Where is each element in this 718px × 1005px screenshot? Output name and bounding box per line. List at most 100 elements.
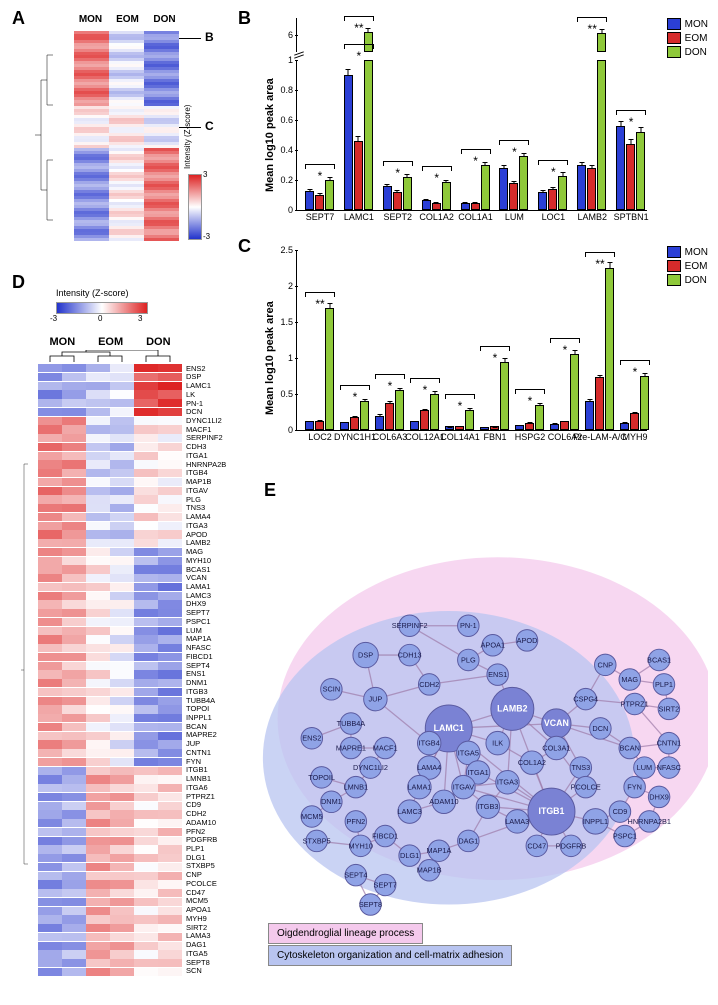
col-mon: MON	[73, 14, 108, 25]
svg-text:STXBP5: STXBP5	[303, 836, 331, 845]
svg-text:DNM1: DNM1	[321, 797, 342, 806]
swatch-mon	[667, 246, 681, 258]
svg-text:CSPG4: CSPG4	[573, 695, 598, 704]
svg-text:ADAM10: ADAM10	[429, 797, 458, 806]
svg-text:CDH2: CDH2	[419, 680, 439, 689]
col-eom-d: EOM	[98, 336, 123, 348]
svg-text:LUM: LUM	[637, 763, 652, 772]
legend-b: MON EOM DON	[667, 18, 708, 60]
svg-text:ITGA1: ITGA1	[468, 768, 489, 777]
panel-label-b: B	[238, 8, 251, 29]
legend-eom: EOM	[685, 33, 708, 44]
svg-text:CNP: CNP	[598, 660, 614, 669]
svg-text:COL1A2: COL1A2	[518, 758, 546, 767]
svg-text:BCAS1: BCAS1	[647, 655, 671, 664]
panel-d-max: 3	[138, 314, 142, 323]
svg-text:LAMC1: LAMC1	[434, 723, 464, 733]
svg-text:MCM5: MCM5	[301, 812, 323, 821]
svg-text:ITGB3: ITGB3	[477, 802, 498, 811]
svg-text:ILK: ILK	[492, 739, 503, 748]
svg-text:JUP: JUP	[368, 695, 382, 704]
svg-text:SEPT4: SEPT4	[344, 871, 367, 880]
svg-text:SCIN: SCIN	[323, 685, 341, 694]
col-mon-d: MON	[49, 336, 75, 348]
panel-c-barchart: Mean log10 peak area 00.511.522.5LOC2**D…	[258, 240, 708, 455]
svg-text:MYH10: MYH10	[348, 841, 372, 850]
panel-label-e: E	[264, 480, 276, 501]
svg-text:FIBCD1: FIBCD1	[372, 831, 398, 840]
network-svg: LAMC1LAMB2ITGB1VCANILKITGA5ITGA1ITGAVITG…	[258, 528, 708, 968]
svg-text:PFN2: PFN2	[346, 817, 365, 826]
svg-text:BCAN: BCAN	[620, 743, 640, 752]
svg-text:PLG: PLG	[461, 655, 476, 664]
panel-d-colorbar-icon	[56, 302, 148, 314]
svg-text:MAP1A: MAP1A	[427, 846, 452, 855]
legend-label: Intensity (Z-score)	[183, 105, 192, 169]
svg-text:PCOLCE: PCOLCE	[571, 783, 601, 792]
legend-don: DON	[685, 47, 707, 58]
svg-text:FYN: FYN	[627, 783, 642, 792]
col-don: DON	[147, 14, 182, 25]
svg-text:LAMC3: LAMC3	[397, 807, 421, 816]
svg-text:NFASC: NFASC	[657, 763, 682, 772]
col-eom: EOM	[110, 14, 145, 25]
legend-don-c: DON	[685, 275, 707, 286]
svg-text:CDH13: CDH13	[398, 651, 422, 660]
svg-text:COL3A1: COL3A1	[542, 743, 570, 752]
legend-eom-c: EOM	[685, 261, 708, 272]
legend-c: MON EOM DON	[667, 246, 708, 288]
svg-text:LAMA4: LAMA4	[417, 763, 441, 772]
svg-text:ITGAV: ITGAV	[453, 783, 475, 792]
col-don-d: DON	[146, 336, 170, 348]
callout-c: C	[205, 119, 214, 133]
svg-text:DHX9: DHX9	[649, 792, 669, 801]
svg-text:MAG: MAG	[621, 675, 638, 684]
legend-lineage: Oigdendroglial lineage process	[268, 923, 423, 944]
panel-label-c: C	[238, 236, 251, 257]
legend-mon: MON	[685, 19, 708, 30]
swatch-mon	[667, 18, 681, 30]
svg-text:INPPL1: INPPL1	[583, 817, 608, 826]
panel-label-a: A	[12, 8, 25, 29]
svg-text:TOPOIL: TOPOIL	[308, 773, 335, 782]
legend-cytoskeleton: Cytoskeleton organization and cell-matri…	[268, 945, 512, 966]
svg-text:PTPRZ1: PTPRZ1	[621, 699, 649, 708]
figure: A B C D E MON EOM DON B C 3 -3 Intensity…	[8, 8, 710, 997]
panel-d-zero: 0	[98, 314, 102, 323]
svg-text:LAMA1: LAMA1	[407, 783, 431, 792]
svg-text:SERPINF2: SERPINF2	[392, 621, 428, 630]
svg-text:ITGB1: ITGB1	[539, 806, 565, 816]
legend-mon-c: MON	[685, 247, 708, 258]
svg-text:CD9: CD9	[613, 807, 628, 816]
svg-text:MAPRE1: MAPRE1	[336, 743, 366, 752]
svg-text:SEPT8: SEPT8	[359, 900, 382, 909]
svg-text:VCAN: VCAN	[544, 718, 569, 728]
plot-b-lower: 00.20.40.60.81SEPT7*LAMC1*SEPT2*COL1A2*C…	[296, 60, 647, 211]
panel-e-network: LAMC1LAMB2ITGB1VCANILKITGA5ITGA1ITGAVITG…	[258, 528, 708, 968]
swatch-don	[667, 274, 681, 286]
svg-text:LAMB2: LAMB2	[497, 703, 527, 713]
svg-text:SEPT7: SEPT7	[374, 880, 397, 889]
svg-text:PSPC1: PSPC1	[613, 831, 637, 840]
svg-text:APOD: APOD	[517, 636, 538, 645]
panel-d-gene-labels: ENS2DSPLAMC1LKPN-1DCNDYNC1LI2MACF1SERPIN…	[186, 364, 246, 976]
panel-d-dendro-top-icon	[38, 350, 182, 362]
svg-text:DCN: DCN	[592, 724, 608, 733]
svg-text:CNTN1: CNTN1	[657, 739, 681, 748]
svg-text:ENS1: ENS1	[488, 670, 507, 679]
panel-a-col-labels: MON EOM DON	[73, 14, 182, 25]
callout-b: B	[205, 30, 214, 44]
svg-text:LMNB1: LMNB1	[344, 783, 368, 792]
axis-break-icon	[294, 52, 302, 60]
svg-text:ENS2: ENS2	[302, 734, 321, 743]
swatch-eom	[667, 260, 681, 272]
svg-text:TNS3: TNS3	[571, 763, 590, 772]
legend-min: -3	[203, 232, 210, 241]
svg-text:LAMA3: LAMA3	[505, 817, 529, 826]
svg-text:ITGA3: ITGA3	[497, 778, 518, 787]
colorbar-icon	[188, 174, 202, 240]
panel-a-heatmap-grid	[73, 30, 180, 242]
svg-text:ITGB4: ITGB4	[419, 739, 440, 748]
panel-d-dendro-left-icon	[20, 364, 36, 976]
panel-d-grid	[38, 364, 182, 976]
